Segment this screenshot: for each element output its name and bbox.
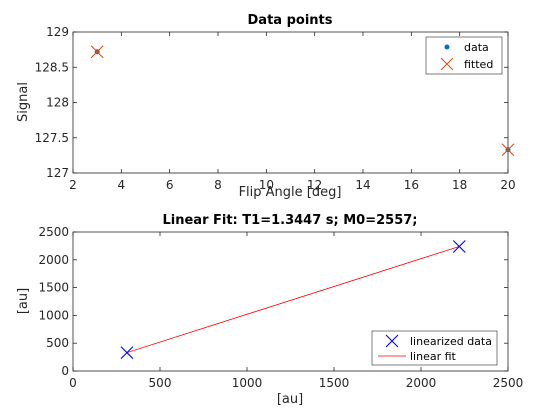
top-y-tick-label: 128.5	[35, 60, 69, 74]
top-x-tick-label: 4	[118, 178, 126, 192]
top-x-tick-label: 18	[452, 178, 467, 192]
bottom-legend-fit-label: linear fit	[410, 350, 457, 363]
top-plot-title: Data points	[248, 13, 333, 28]
top-x-tick-label: 12	[307, 178, 322, 192]
top-x-tick-label: 8	[214, 178, 222, 192]
top-y-tick-label: 129	[46, 25, 69, 39]
top-y-tick-label: 128	[46, 96, 69, 110]
bottom-x-tick-label: 0	[69, 376, 77, 390]
top-x-tick-label: 20	[500, 178, 515, 192]
bottom-legend: linearized data linear fit	[371, 330, 498, 366]
top-x-marker	[90, 45, 104, 59]
bottom-legend-box	[371, 330, 498, 366]
bottom-x-axis-label: [au]	[277, 392, 303, 407]
bottom-y-tick-label: 1000	[38, 308, 69, 322]
top-x-tick-label: 6	[166, 178, 174, 192]
top-y-axis-label: Signal	[16, 82, 31, 122]
top-y-tick-label: 127	[46, 166, 69, 180]
top-legend-data-label: data	[464, 41, 489, 54]
bottom-x-tick-label: 2500	[493, 376, 524, 390]
bottom-x-tick-label: 1500	[319, 376, 350, 390]
top-x-tick-label: 14	[355, 178, 370, 192]
top-x-tick-label: 16	[404, 178, 419, 192]
bottom-data-marks	[120, 240, 466, 360]
top-x-tick-label: 2	[69, 178, 77, 192]
bottom-y-tick-label: 0	[61, 364, 69, 378]
bottom-y-axis-label: [au]	[16, 288, 31, 314]
top-x-marker	[501, 143, 515, 157]
bottom-fit-line	[126, 246, 460, 354]
bottom-x-tick-label: 1000	[232, 376, 263, 390]
top-subplot: Data points Flip Angle [deg] Signal 2 4 6 8…	[16, 13, 516, 200]
bottom-legend-linearized-marker	[385, 334, 399, 348]
top-x-axis-label: Flip Angle [deg]	[239, 185, 342, 200]
top-axis-ticks: 2 4 6 8 10 12 14 16 18 20 127 127.5 128 128.5 129	[35, 25, 516, 192]
top-legend: data fitted	[425, 36, 503, 75]
top-legend-data-marker	[444, 44, 450, 50]
bottom-x-tick-label: 2000	[406, 376, 437, 390]
bottom-x-tick-label: 500	[149, 376, 172, 390]
top-legend-fitted-label: fitted	[464, 58, 493, 71]
bottom-y-tick-label: 500	[46, 336, 69, 350]
top-y-tick-label: 127.5	[35, 131, 69, 145]
bottom-axis-ticks: 0 500 1000 1500 2000 2500 0 500 1000 1500 2000 2500	[38, 225, 523, 390]
bottom-y-tick-label: 2000	[38, 253, 69, 267]
top-data-marks	[90, 45, 515, 157]
bottom-subplot: Linear Fit: T1=1.3447 s; M0=2557; [au] […	[16, 213, 523, 407]
bottom-x-marker	[120, 346, 134, 360]
top-legend-box	[425, 36, 503, 75]
bottom-plot-title: Linear Fit: T1=1.3447 s; M0=2557;	[162, 213, 417, 228]
bottom-legend-linearized-label: linearized data	[410, 335, 492, 348]
bottom-x-marker	[452, 240, 466, 253]
bottom-y-tick-label: 1500	[38, 281, 69, 295]
top-x-tick-label: 10	[259, 178, 274, 192]
top-legend-fitted-marker	[440, 57, 454, 71]
bottom-y-tick-label: 2500	[38, 225, 69, 239]
